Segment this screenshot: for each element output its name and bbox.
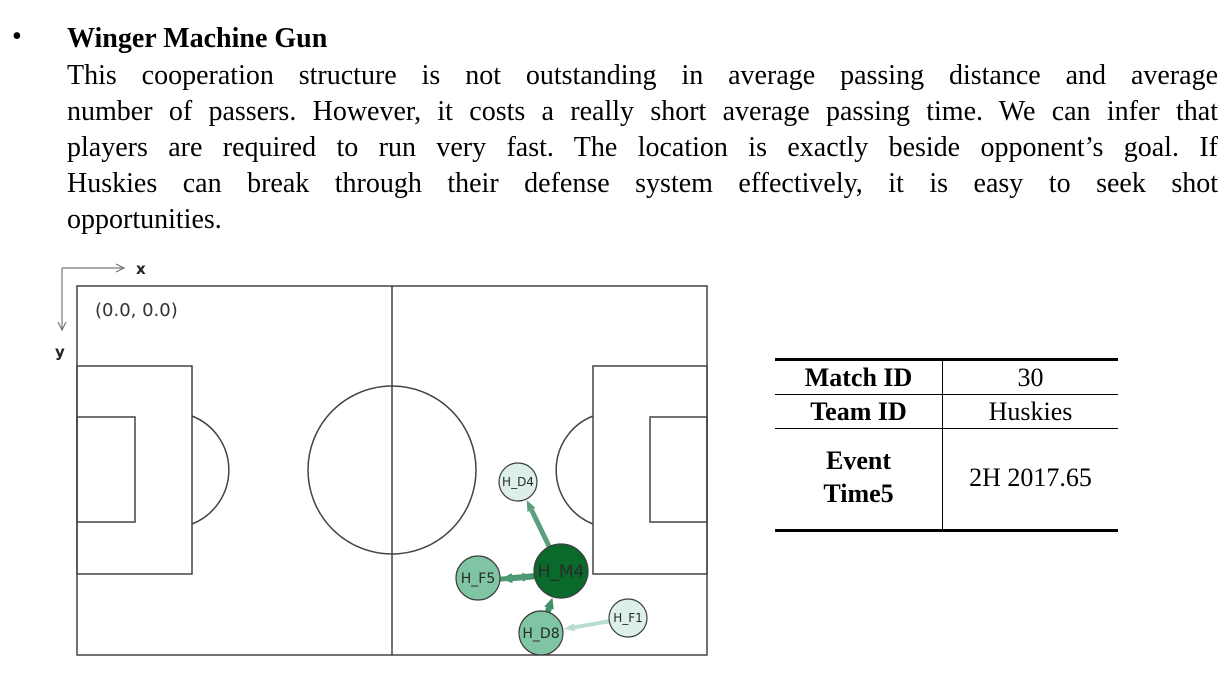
paragraph-line: number of passers. However, it costs a r… xyxy=(67,96,1218,127)
table-value: 30 xyxy=(942,359,1118,395)
left-penalty-arc xyxy=(191,415,230,525)
pass-arrow-H_M4-to-H_D4 xyxy=(529,508,552,548)
table-key-line: Event xyxy=(826,446,891,475)
pass-arrow-H_F5-to-H_M4 xyxy=(499,574,523,582)
pitch xyxy=(76,285,708,656)
section-title: Winger Machine Gun xyxy=(67,23,328,54)
pass-arrows xyxy=(499,500,610,632)
player-node-label: H_D8 xyxy=(522,626,559,642)
table-key: Match ID xyxy=(775,359,943,395)
player-node-label: H_F1 xyxy=(613,611,643,625)
paragraph-line: This cooperation structure is not outsta… xyxy=(67,60,1218,91)
table-value: 2H 2017.65 xyxy=(969,462,1092,492)
pass-arrowhead xyxy=(544,597,554,610)
table-row: Match ID 30 xyxy=(775,359,1118,395)
left-goal-box xyxy=(76,416,136,523)
pitch-passing-network-figure: x y (0.0, 0.0) H_D4 H_M4 H_F5 H_D8 H_F1 xyxy=(55,260,708,656)
player-node: H_M4 xyxy=(533,543,589,599)
paragraph-line: opportunities. xyxy=(67,204,222,235)
bullet-marker: • xyxy=(12,21,22,52)
player-node-circle xyxy=(533,543,589,599)
player-node-circle xyxy=(608,598,648,638)
body-paragraph: This cooperation structure is not outsta… xyxy=(67,58,1218,238)
right-penalty-arc xyxy=(555,415,594,525)
player-node-label: H_D4 xyxy=(502,475,534,489)
player-node: H_D4 xyxy=(498,462,538,502)
player-node: H_F5 xyxy=(455,555,501,601)
pass-arrow-H_F1-to-H_D8 xyxy=(574,619,610,630)
pass-arrowhead xyxy=(522,572,534,582)
player-node-circle xyxy=(455,555,501,601)
player-node-circle xyxy=(498,462,538,502)
table-value: Huskies xyxy=(942,394,1118,429)
pass-arrowhead xyxy=(526,500,536,512)
table-row: Event Time5 2H 2017.65 xyxy=(775,428,1118,531)
right-goal-box xyxy=(649,416,708,523)
player-node-label: H_M4 xyxy=(538,562,585,582)
y-axis-label: y xyxy=(55,343,65,361)
player-node-label: H_F5 xyxy=(461,571,496,587)
paragraph-line: Huskies can break through their defense … xyxy=(67,168,1218,199)
player-node: H_F1 xyxy=(608,598,648,638)
player-node-circle xyxy=(518,610,564,656)
player-node: H_D8 xyxy=(518,610,564,656)
player-nodes: H_D4 H_M4 H_F5 H_D8 H_F1 xyxy=(455,462,648,656)
x-axis-label: x xyxy=(136,260,146,278)
table-key: Team ID xyxy=(775,394,943,429)
table-key-line: Time5 xyxy=(823,479,894,508)
origin-label: (0.0, 0.0) xyxy=(95,300,178,321)
pass-arrow-H_D8-to-H_M4 xyxy=(544,607,552,613)
pass-arrowhead xyxy=(563,623,576,632)
event-info-table: Match ID 30 Team ID Huskies Event Time5 … xyxy=(775,358,1118,532)
paragraph-line: players are required to run very fast. T… xyxy=(67,132,1218,163)
center-circle xyxy=(307,385,477,555)
table-row: Team ID Huskies xyxy=(775,394,1118,429)
table-key: Event Time5 xyxy=(775,428,943,531)
